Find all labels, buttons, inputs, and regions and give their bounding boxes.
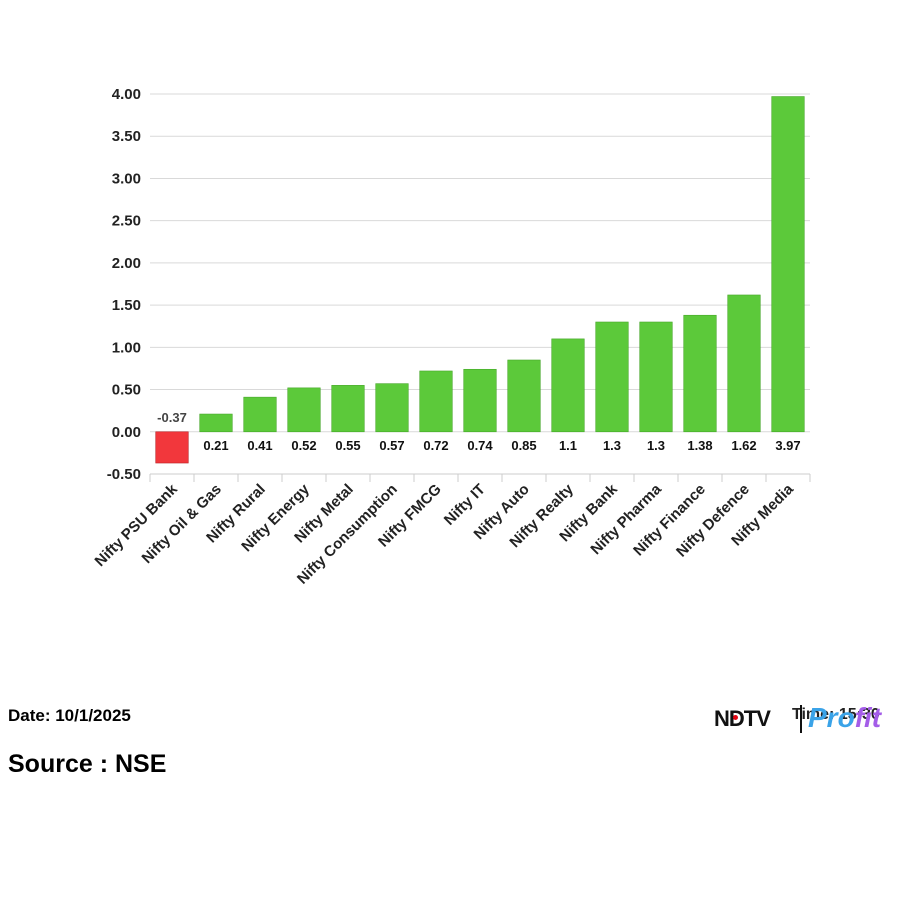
data-label: 1.38 xyxy=(687,438,712,453)
date-label: Date: 10/1/2025 xyxy=(8,706,131,725)
data-label: 1.3 xyxy=(647,438,665,453)
logo-dot xyxy=(733,715,738,720)
y-tick-label: 3.00 xyxy=(112,170,141,187)
data-label: 1.3 xyxy=(603,438,621,453)
y-tick-label: 2.00 xyxy=(112,255,141,272)
bar xyxy=(727,294,761,433)
bar xyxy=(419,370,453,433)
bar xyxy=(683,314,717,433)
sector-bar-chart: 4.00 3.50 3.00 2.50 2.00 1.50 1.00 0.50 0.00 -0.5… xyxy=(92,86,811,588)
time-label: Time: 15:30 xyxy=(792,706,880,723)
y-tick-label: 0.50 xyxy=(112,382,141,399)
bar xyxy=(639,321,673,433)
data-label: 0.55 xyxy=(335,438,360,453)
logo-profit-part-a: Pro xyxy=(808,702,855,733)
data-label: 0.52 xyxy=(291,438,316,453)
data-label: 0.74 xyxy=(467,438,493,453)
bar xyxy=(287,387,321,433)
bar xyxy=(331,385,365,433)
y-tick-label: 0.00 xyxy=(112,424,141,441)
bar xyxy=(199,413,233,433)
logo-profit-part-b: fit xyxy=(854,702,882,733)
y-axis-ticks: 4.00 3.50 3.00 2.50 2.00 1.50 1.00 0.50 0.00 -0.5… xyxy=(107,86,141,483)
y-tick-label: 3.50 xyxy=(112,128,141,145)
data-label: 1.62 xyxy=(731,438,756,453)
data-label: 0.85 xyxy=(511,438,536,453)
y-tick-label: 1.00 xyxy=(112,339,141,356)
y-tick-label: -0.50 xyxy=(107,466,141,483)
y-tick-label: 1.50 xyxy=(112,297,141,314)
x-tick-label: Nifty Oil & Gas xyxy=(139,481,225,567)
data-label: -0.37 xyxy=(157,410,187,425)
source-label: Source : NSE xyxy=(8,750,167,778)
bar xyxy=(155,431,189,464)
data-label: 3.97 xyxy=(775,438,800,453)
bar xyxy=(595,321,629,433)
data-label: 1.1 xyxy=(559,438,577,453)
logo-ndtv-text: NDTV xyxy=(714,706,771,731)
bar xyxy=(507,359,541,433)
bar xyxy=(551,338,585,433)
bar xyxy=(771,96,805,433)
bar xyxy=(243,396,277,433)
ndtv-profit-logo: Time: 15:30 NDTV Profit xyxy=(714,702,894,736)
bar xyxy=(463,368,497,433)
y-tick-label: 2.50 xyxy=(112,213,141,230)
data-label: 0.21 xyxy=(203,438,228,453)
data-labels: -0.37 0.21 0.41 0.52 0.55 0.57 0.72 0.74 0.85 1.1… xyxy=(157,410,800,453)
y-tick-label: 4.00 xyxy=(112,86,141,103)
logo-profit-text: Profit xyxy=(808,702,881,734)
data-label: 0.41 xyxy=(247,438,272,453)
bar xyxy=(375,383,409,433)
logo-separator xyxy=(800,705,802,733)
data-label: 0.72 xyxy=(423,438,448,453)
data-label: 0.57 xyxy=(379,438,404,453)
bars xyxy=(155,96,805,464)
